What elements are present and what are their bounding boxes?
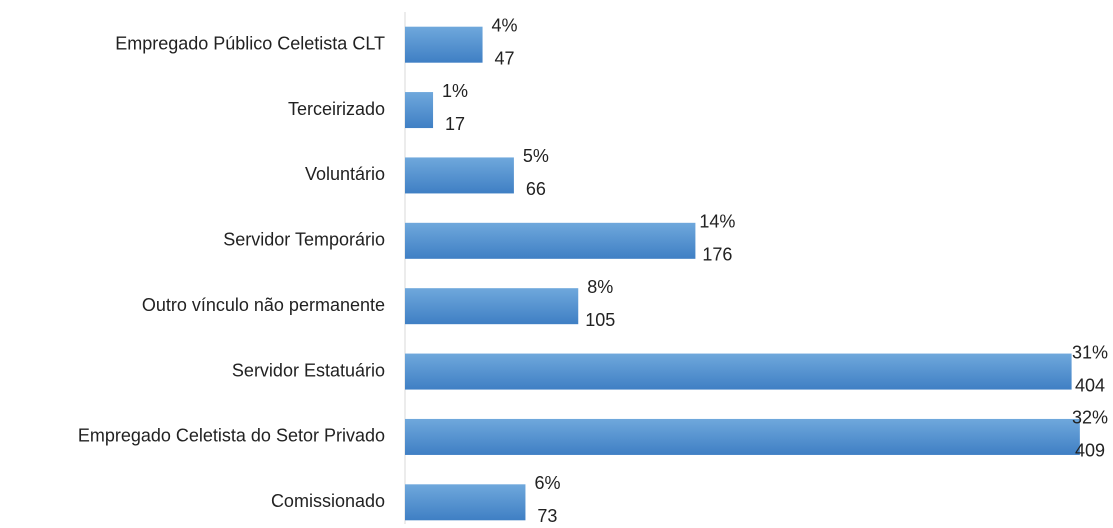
percent-label: 4% xyxy=(492,15,518,35)
value-label: 404 xyxy=(1075,375,1105,395)
value-label: 73 xyxy=(537,506,557,526)
category-label: Empregado Público Celetista CLT xyxy=(115,33,385,53)
bar xyxy=(405,484,526,521)
percent-label: 14% xyxy=(699,212,735,232)
value-label: 66 xyxy=(526,179,546,199)
category-label: Comissionado xyxy=(271,491,385,511)
category-label: Empregado Celetista do Setor Privado xyxy=(78,426,385,446)
bar xyxy=(405,353,1072,390)
percent-label: 31% xyxy=(1072,342,1108,362)
value-label: 105 xyxy=(585,310,615,330)
bar xyxy=(405,222,696,259)
bar xyxy=(405,288,579,325)
category-label: Terceirizado xyxy=(288,99,385,119)
value-label: 47 xyxy=(495,48,515,68)
bar xyxy=(405,418,1080,455)
bar xyxy=(405,26,483,63)
percent-label: 1% xyxy=(442,81,468,101)
percent-label: 6% xyxy=(534,473,560,493)
category-label: Voluntário xyxy=(305,164,385,184)
bar xyxy=(405,92,434,129)
category-label: Outro vínculo não permanente xyxy=(142,295,385,315)
category-label: Servidor Temporário xyxy=(223,230,385,250)
bar xyxy=(405,157,514,194)
percent-label: 5% xyxy=(523,146,549,166)
percent-label: 32% xyxy=(1072,408,1108,428)
value-label: 176 xyxy=(702,245,732,265)
percent-label: 8% xyxy=(587,277,613,297)
value-label: 17 xyxy=(445,114,465,134)
category-label: Servidor Estatuário xyxy=(232,360,385,380)
value-label: 409 xyxy=(1075,441,1105,461)
